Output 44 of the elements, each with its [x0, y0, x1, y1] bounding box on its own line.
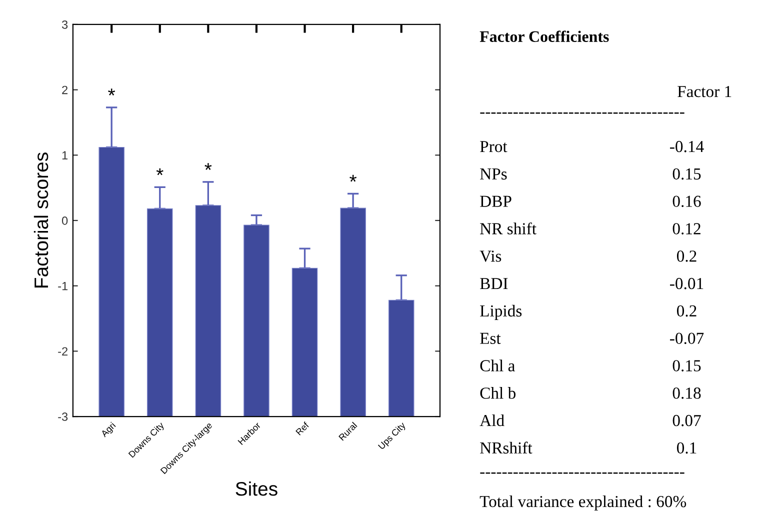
annotation: *: [204, 163, 212, 170]
text: Lipids: [480, 304, 522, 320]
text: 0.1: [676, 442, 696, 454]
y-tick-label: 3: [62, 20, 68, 29]
annotation: *: [156, 168, 164, 176]
text: NRshift: [480, 442, 532, 454]
y-tick-label: 1: [62, 151, 68, 160]
annotation: *: [350, 174, 357, 182]
x-tick-label: Ups City: [378, 421, 408, 451]
text: 0.07: [672, 414, 701, 426]
text: Factor Coefficients: [480, 30, 609, 42]
text: Vis: [480, 250, 502, 262]
text: NPs: [480, 168, 507, 180]
text: -0.14: [670, 140, 704, 152]
text: -0.01: [670, 278, 704, 290]
x-axis-title: Sites: [236, 481, 278, 496]
text: DBP: [480, 196, 512, 207]
text: Factor 1: [678, 86, 732, 98]
y-tick-label: 2: [62, 86, 68, 94]
text: -------------------------------------: [480, 112, 684, 114]
text: -0.07: [670, 332, 704, 344]
text: Ald: [480, 414, 504, 426]
text: 0.2: [676, 250, 696, 262]
y-axis-title: Factorial scores: [34, 152, 48, 288]
y-tick-label: -3: [58, 412, 68, 421]
y-tick-label: 0: [62, 216, 68, 225]
y-tick-label: -2: [58, 347, 68, 356]
text: NR shift: [480, 222, 536, 234]
y-tick-label: -1: [58, 282, 68, 290]
text: 0.15: [672, 168, 701, 180]
text: Chl b: [480, 387, 516, 399]
text: Chl a: [480, 360, 515, 372]
text: 0.2: [676, 305, 696, 317]
text: -------------------------------------: [480, 472, 684, 474]
text: 0.12: [672, 223, 700, 234]
text: Prot: [480, 141, 508, 152]
x-tick-label: Ref: [295, 421, 310, 436]
text: Est: [480, 332, 501, 344]
text: 0.16: [672, 196, 701, 208]
text: Total variance explained : 60%: [480, 495, 686, 511]
text: 0.18: [672, 388, 701, 399]
text: BDI: [480, 278, 508, 290]
annotation: *: [108, 88, 116, 96]
text: 0.15: [672, 360, 701, 372]
